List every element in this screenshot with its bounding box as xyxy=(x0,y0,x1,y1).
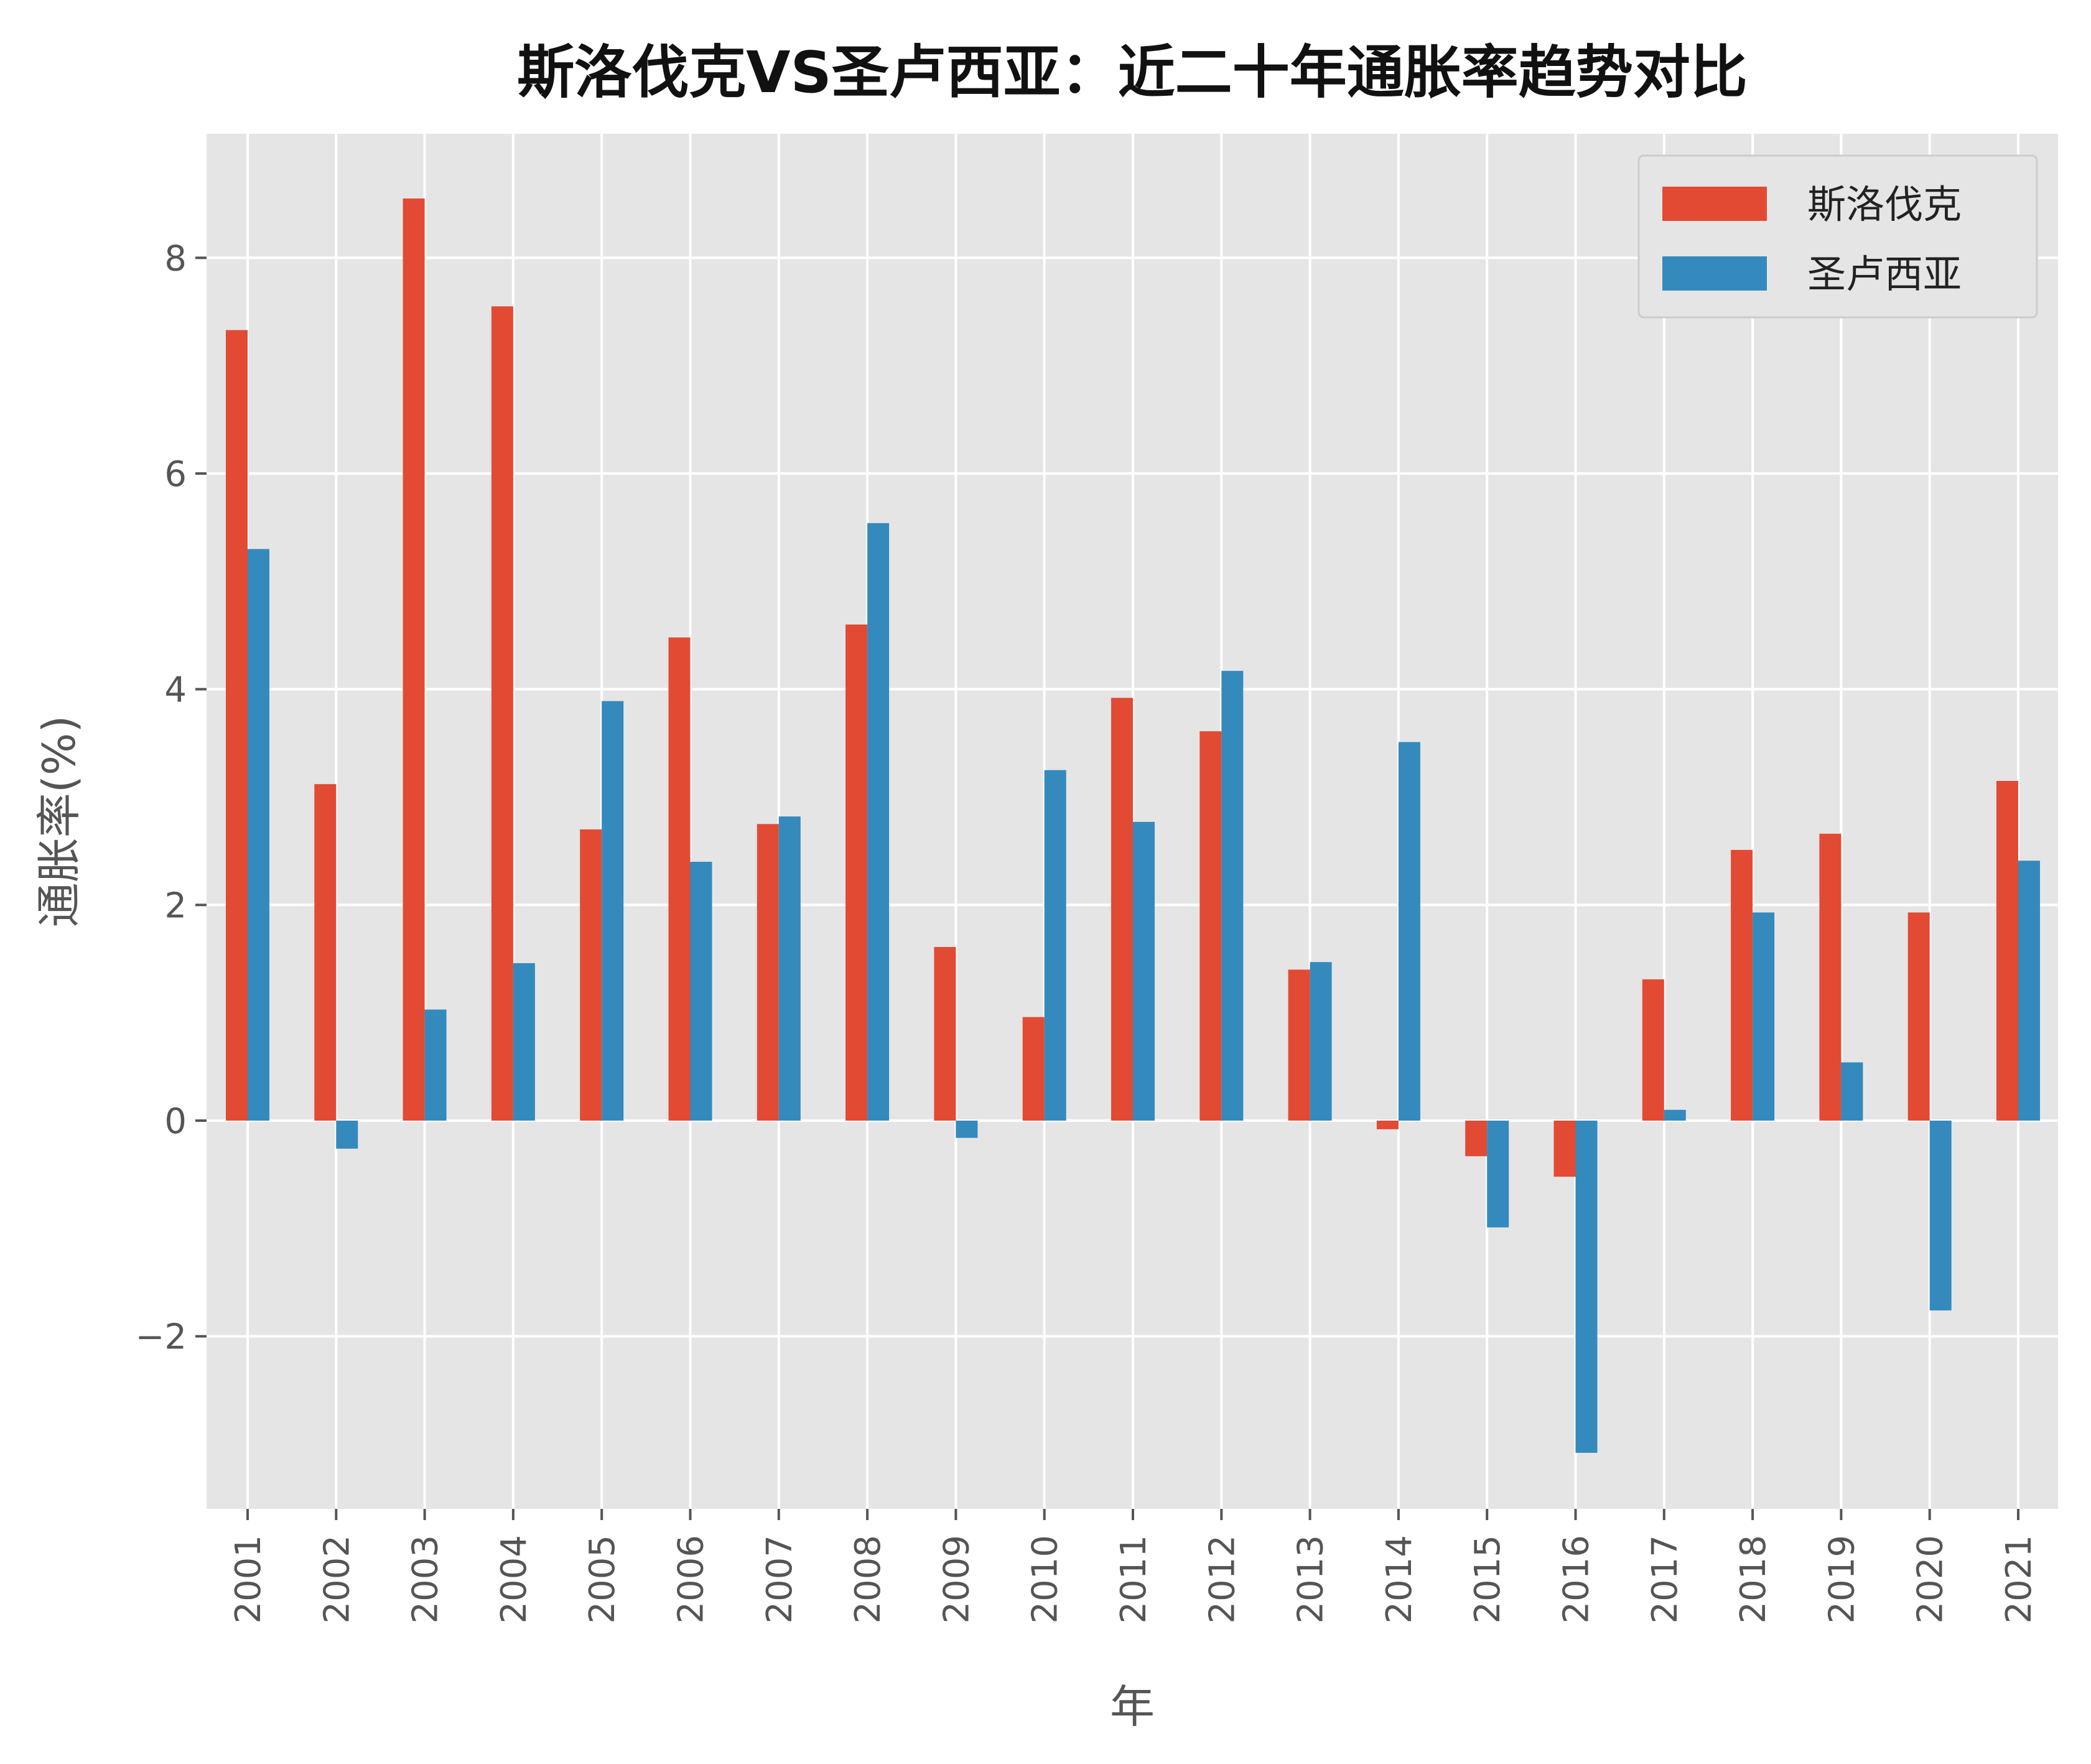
bar-saint-lucia-2021 xyxy=(2018,861,2040,1121)
x-tick-label: 2021 xyxy=(1999,1535,2039,1624)
x-tick-label: 2005 xyxy=(582,1535,623,1624)
bar-slovakia-2011 xyxy=(1111,698,1133,1121)
x-axis-ticks: 2001 2002 2003 2004 2005 2006 2007 2008 2009 2010… xyxy=(228,1509,2039,1624)
bar-saint-lucia-2009 xyxy=(956,1121,978,1138)
x-tick-label: 2016 xyxy=(1557,1535,1597,1624)
y-axis-ticks: −2 0 2 4 6 8 xyxy=(135,238,207,1358)
bar-slovakia-2001 xyxy=(226,330,248,1121)
bar-saint-lucia-2005 xyxy=(602,701,624,1121)
x-tick-label: 2011 xyxy=(1114,1535,1154,1624)
bar-saint-lucia-2008 xyxy=(867,523,890,1121)
x-tick-label: 2009 xyxy=(936,1535,977,1624)
bar-saint-lucia-2019 xyxy=(1841,1062,1863,1121)
bar-slovakia-2008 xyxy=(845,624,868,1121)
bar-slovakia-2013 xyxy=(1288,969,1310,1121)
bar-saint-lucia-2016 xyxy=(1575,1121,1598,1453)
bar-saint-lucia-2020 xyxy=(1929,1121,1952,1311)
x-tick-label: 2008 xyxy=(848,1535,888,1624)
bar-saint-lucia-2017 xyxy=(1664,1109,1686,1121)
legend: 斯洛伐克 圣卢西亚 xyxy=(1637,154,2038,319)
bar-saint-lucia-2006 xyxy=(690,862,712,1121)
bar-slovakia-2009 xyxy=(934,946,956,1121)
y-tick-label: 0 xyxy=(164,1101,187,1142)
x-tick-label: 2003 xyxy=(406,1535,446,1624)
bar-saint-lucia-2010 xyxy=(1044,770,1066,1121)
bar-slovakia-2004 xyxy=(491,306,513,1121)
legend-label-saint-lucia: 圣卢西亚 xyxy=(1807,251,1962,297)
x-tick-label: 2004 xyxy=(494,1535,534,1624)
bar-saint-lucia-2011 xyxy=(1133,821,1155,1121)
x-tick-label: 2007 xyxy=(760,1535,800,1624)
bar-saint-lucia-2004 xyxy=(513,963,535,1121)
x-tick-label: 2020 xyxy=(1911,1535,1951,1624)
x-tick-label: 2019 xyxy=(1822,1535,1862,1624)
bar-slovakia-2021 xyxy=(1996,781,2018,1121)
bar-saint-lucia-2007 xyxy=(778,816,801,1121)
bar-slovakia-2014 xyxy=(1376,1121,1399,1129)
bar-slovakia-2016 xyxy=(1553,1121,1576,1177)
x-tick-label: 2010 xyxy=(1025,1535,1066,1624)
y-tick-label: −2 xyxy=(135,1317,187,1358)
chart-title: 斯洛伐克VS圣卢西亚：近二十年通胀率趋势对比 xyxy=(517,39,1747,106)
y-axis-label: 通胀率(%) xyxy=(33,716,85,928)
bar-saint-lucia-2012 xyxy=(1221,671,1244,1121)
bar-slovakia-2003 xyxy=(403,198,425,1121)
legend-swatch-slovakia xyxy=(1662,187,1767,221)
bar-slovakia-2010 xyxy=(1022,1017,1045,1121)
bar-saint-lucia-2002 xyxy=(336,1121,358,1149)
x-axis-label: 年 xyxy=(1110,1681,1155,1733)
bar-slovakia-2002 xyxy=(314,784,337,1121)
legend-swatch-saint-lucia xyxy=(1662,256,1767,291)
x-tick-label: 2018 xyxy=(1733,1535,1774,1624)
bar-slovakia-2005 xyxy=(580,829,602,1121)
bar-slovakia-2006 xyxy=(668,637,691,1121)
x-tick-label: 2017 xyxy=(1645,1535,1685,1624)
y-tick-label: 2 xyxy=(164,885,187,926)
x-tick-label: 2014 xyxy=(1379,1535,1420,1624)
bar-saint-lucia-2003 xyxy=(424,1009,447,1121)
x-tick-label: 2013 xyxy=(1291,1535,1331,1624)
x-tick-label: 2015 xyxy=(1468,1535,1508,1624)
y-tick-label: 8 xyxy=(164,238,187,279)
x-tick-label: 2012 xyxy=(1202,1535,1242,1624)
bar-saint-lucia-2013 xyxy=(1310,962,1332,1121)
bar-slovakia-2007 xyxy=(757,824,779,1121)
x-tick-label: 2006 xyxy=(671,1535,712,1624)
bar-slovakia-2018 xyxy=(1731,849,1753,1121)
bar-saint-lucia-2014 xyxy=(1398,742,1420,1121)
y-tick-label: 6 xyxy=(164,454,187,495)
bar-slovakia-2019 xyxy=(1819,833,1842,1121)
bars xyxy=(226,198,2040,1453)
bar-slovakia-2015 xyxy=(1465,1121,1488,1157)
legend-label-slovakia: 斯洛伐克 xyxy=(1807,182,1962,227)
bar-slovakia-2012 xyxy=(1199,731,1222,1121)
bar-saint-lucia-2018 xyxy=(1753,912,1775,1121)
bar-saint-lucia-2015 xyxy=(1487,1121,1509,1228)
x-tick-label: 2001 xyxy=(228,1535,269,1624)
y-tick-label: 4 xyxy=(164,670,187,711)
bar-slovakia-2017 xyxy=(1642,979,1664,1121)
x-tick-label: 2002 xyxy=(317,1535,357,1624)
bar-slovakia-2020 xyxy=(1907,912,1930,1121)
bar-saint-lucia-2001 xyxy=(248,549,269,1121)
